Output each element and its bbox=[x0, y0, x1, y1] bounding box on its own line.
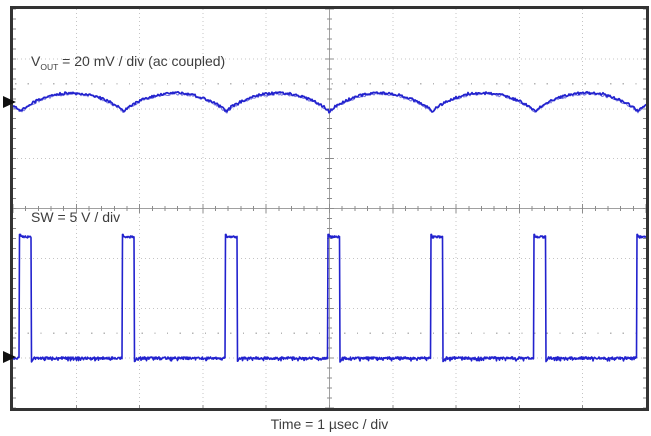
sw-trace-label: SW = 5 V / div bbox=[31, 209, 121, 225]
vout-label-rest: = 20 mV / div (ac coupled) bbox=[58, 53, 226, 69]
graticule-edge-ticks bbox=[13, 9, 646, 408]
waveform-canvas bbox=[13, 9, 646, 408]
vout-label-prefix: V bbox=[31, 53, 41, 69]
scope-graticule: VOUT = 20 mV / div (ac coupled) SW = 5 V… bbox=[3, 6, 649, 411]
vout-label-subscript: OUT bbox=[40, 61, 59, 72]
sw-channel-marker-icon bbox=[3, 351, 16, 363]
vout-trace-label: VOUT = 20 mV / div (ac coupled) bbox=[31, 53, 226, 72]
time-axis-label: Time = 1 µsec / div bbox=[270, 416, 389, 432]
sw-trace bbox=[13, 233, 646, 363]
vout-channel-marker-icon bbox=[3, 96, 16, 108]
graticule-center-axes bbox=[13, 9, 646, 408]
vout-trace bbox=[13, 90, 646, 114]
